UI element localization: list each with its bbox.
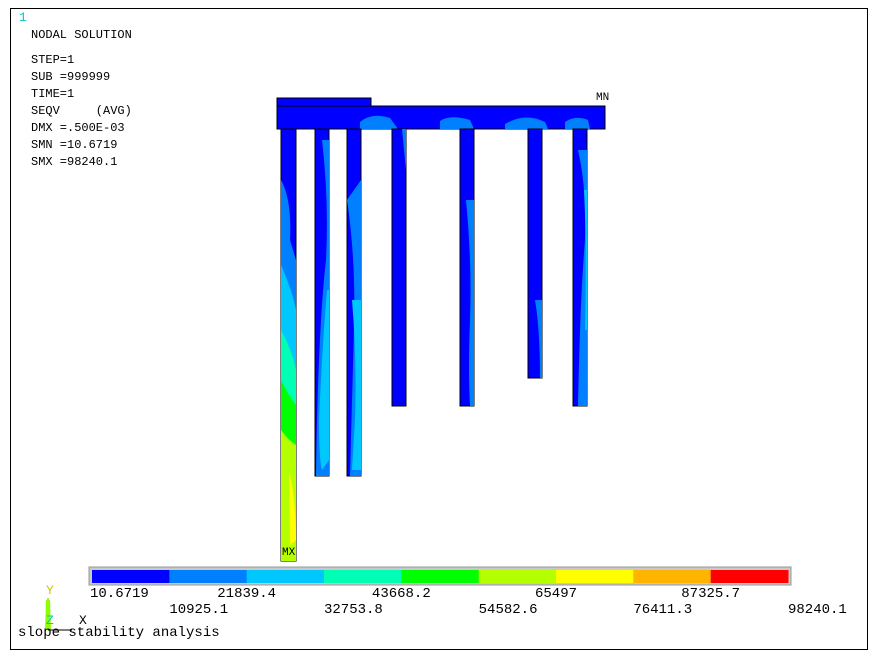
model-geometry	[276, 97, 606, 562]
pile-2-stress-zone	[319, 290, 329, 470]
legend-tick-label: 54582.6	[478, 602, 538, 618]
solution-info-block: NODAL SOLUTION STEP=1 SUB =999999 TIME=1…	[31, 27, 132, 171]
legend-tick-label: 98240.1	[788, 602, 847, 618]
beam-stress-patch	[440, 117, 474, 129]
legend-swatch	[92, 570, 170, 583]
beam-stress-patch	[565, 117, 590, 129]
result-item-label: SEQV (AVG)	[31, 104, 132, 118]
legend-swatch	[710, 570, 789, 583]
legend-swatch	[556, 570, 634, 583]
solution-title: NODAL SOLUTION	[31, 28, 132, 42]
pile-7-stress-zone	[578, 150, 587, 406]
substep-label: SUB =999999	[31, 70, 111, 84]
triad-arrow-icon	[45, 600, 51, 630]
pile-4-stress-zone	[402, 129, 406, 170]
legend-swatch	[246, 570, 325, 583]
triad-x-label: X	[79, 613, 87, 628]
min-marker: MN	[596, 92, 610, 104]
legend-tick-label: 10.6719	[90, 586, 149, 602]
plot-subtitle: slope stability analysis	[18, 625, 220, 641]
legend-swatch	[401, 570, 480, 583]
beam-stress-patch	[505, 117, 548, 129]
smn-label: SMN =10.6719	[31, 138, 118, 152]
smx-label: SMX =98240.1	[31, 155, 118, 169]
pile-4	[391, 128, 407, 407]
legend-swatch	[169, 570, 248, 583]
legend-swatch	[633, 570, 712, 583]
legend-tick-label: 76411.3	[633, 602, 693, 618]
triad-y-label: Y	[46, 583, 54, 598]
legend-tick-label: 87325.7	[681, 586, 741, 602]
beam-stress-patch	[360, 115, 398, 129]
legend-tick-label: 65497	[535, 586, 578, 602]
max-marker: MX	[282, 547, 296, 559]
pile-1-stress-zone	[289, 470, 296, 545]
pile-7-stress-zone	[584, 190, 587, 330]
time-label: TIME=1	[31, 87, 75, 101]
coordinate-triad	[45, 598, 72, 631]
triad-z-label: Z	[46, 613, 54, 628]
dmx-label: DMX =.500E-03	[31, 121, 125, 135]
legend-swatch	[324, 570, 402, 583]
pile-3-stress-zone	[352, 300, 361, 470]
pile-5-stress-zone	[466, 200, 474, 406]
legend-tick-label: 10925.1	[169, 602, 229, 618]
window-number: 1	[19, 10, 27, 25]
contour-legend-bar	[88, 566, 792, 586]
legend-tick-label: 32753.8	[324, 602, 383, 618]
step-label: STEP=1	[31, 53, 75, 67]
legend-tick-label: 21839.4	[217, 586, 277, 602]
pile-6-stress-zone	[535, 300, 542, 378]
legend-swatch	[478, 570, 557, 583]
legend-tick-label: 43668.2	[371, 586, 431, 602]
